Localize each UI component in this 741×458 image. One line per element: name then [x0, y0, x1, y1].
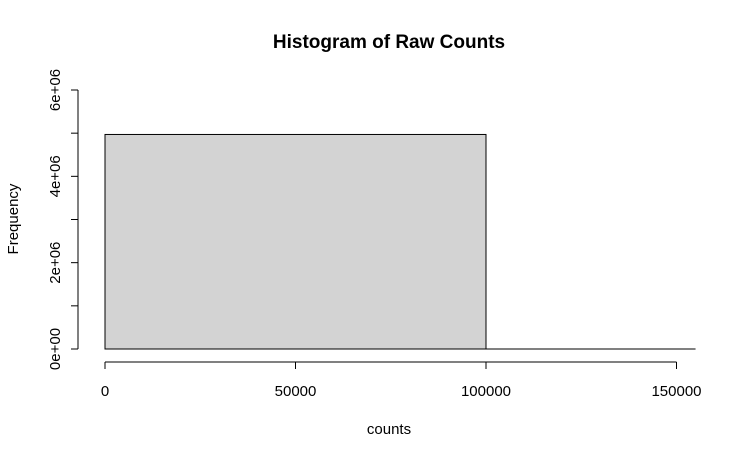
x-tick-label-3: 150000 — [651, 383, 701, 400]
y-axis-label: Frequency — [5, 183, 22, 254]
y-tick-label-4: 4e+06 — [47, 155, 64, 197]
x-tick-label-2: 100000 — [461, 383, 511, 400]
y-axis: 0e+00 2e+06 4e+06 6e+06 — [47, 69, 79, 370]
y-tick-label-0: 0e+00 — [47, 328, 64, 370]
x-tick-label-1: 50000 — [275, 383, 317, 400]
y-tick-label-2: 2e+06 — [47, 242, 64, 284]
bars-group — [104, 133, 696, 350]
y-tick-label-6: 6e+06 — [47, 69, 64, 111]
x-axis-label: counts — [367, 421, 411, 438]
x-tick-label-0: 0 — [101, 383, 109, 400]
histogram-bar-0 — [104, 133, 487, 350]
x-axis: 0 50000 100000 150000 — [101, 361, 702, 400]
chart-title: Histogram of Raw Counts — [273, 32, 505, 53]
